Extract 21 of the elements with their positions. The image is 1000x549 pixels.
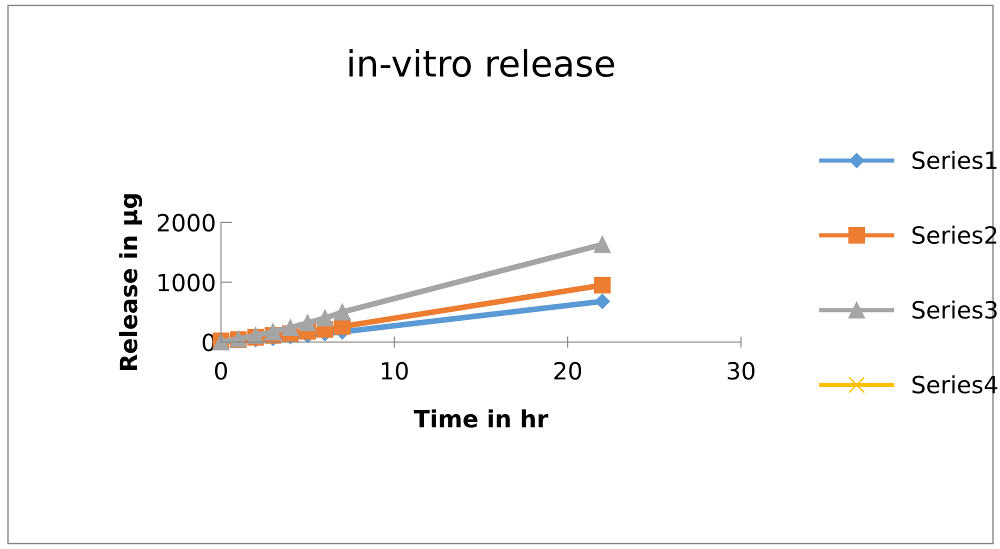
- point: [594, 236, 611, 253]
- x-tick-label: 30: [728, 362, 754, 380]
- y-tick-label: 1000: [158, 274, 215, 292]
- legend-label: Series1: [912, 150, 996, 170]
- point: [264, 324, 282, 340]
- point: [299, 314, 316, 332]
- y-tick-label: 2000: [158, 214, 215, 232]
- legend-label: Series3: [912, 300, 997, 319]
- legend-label: Series4: [912, 375, 998, 394]
- y-axis-title: Release in µg: [119, 194, 142, 370]
- chart-title: in-vitro release: [349, 49, 614, 78]
- x-axis-title: Time in hr: [414, 409, 548, 428]
- x-tick-label: 10: [382, 362, 408, 380]
- x-tick-label: 0: [215, 362, 227, 380]
- point: [282, 319, 299, 336]
- point: [316, 310, 334, 326]
- x-tick-label: 20: [554, 362, 582, 380]
- point: [594, 276, 611, 294]
- point: [594, 294, 610, 309]
- legend-label: Series2: [912, 226, 996, 244]
- point: [334, 304, 351, 320]
